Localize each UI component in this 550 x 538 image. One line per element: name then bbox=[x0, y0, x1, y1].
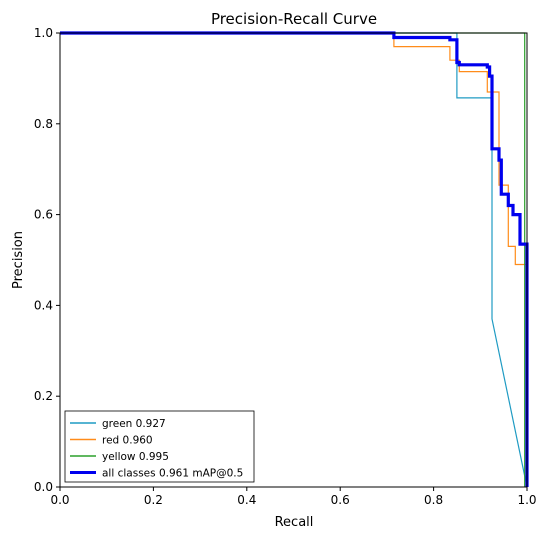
x-tick-label: 0.6 bbox=[331, 493, 350, 507]
legend-label-1: red 0.960 bbox=[102, 435, 153, 447]
x-axis-label: Recall bbox=[275, 515, 314, 530]
legend-box bbox=[64, 410, 255, 483]
legend-label-2: yellow 0.995 bbox=[102, 451, 169, 463]
legend: green 0.927 red 0.960 yellow 0.995 all clas… bbox=[64, 410, 255, 483]
legend-label-0: green 0.927 bbox=[102, 418, 166, 430]
y-axis-label: Precision bbox=[11, 231, 26, 289]
ticks-layer: 0.0 0.2 0.4 0.6 0.8 1.0 0.0 0.2 0.4 0.6 0.8 1.0 bbox=[34, 26, 537, 507]
y-tick-label: 1.0 bbox=[34, 26, 53, 40]
x-tick-label: 0.0 bbox=[50, 493, 69, 507]
y-tick-label: 0.4 bbox=[34, 298, 53, 312]
plot-frame bbox=[59, 32, 528, 488]
series-line-3 bbox=[60, 31, 529, 487]
x-tick-label: 1.0 bbox=[517, 493, 536, 507]
x-tick-label: 0.4 bbox=[237, 493, 256, 507]
y-tick-label: 0.0 bbox=[34, 480, 53, 494]
y-tick-label: 0.2 bbox=[34, 389, 53, 403]
legend-items: green 0.927 red 0.960 yellow 0.995 all clas… bbox=[70, 418, 243, 480]
y-tick-label: 0.6 bbox=[34, 208, 53, 222]
y-tick-label: 0.8 bbox=[34, 117, 53, 131]
legend-label-3: all classes 0.961 mAP@0.5 bbox=[102, 468, 243, 480]
series-line-1 bbox=[60, 32, 528, 487]
chart-title: Precision-Recall Curve bbox=[211, 10, 377, 28]
x-tick-label: 0.8 bbox=[424, 493, 443, 507]
x-tick-label: 0.2 bbox=[144, 493, 163, 507]
